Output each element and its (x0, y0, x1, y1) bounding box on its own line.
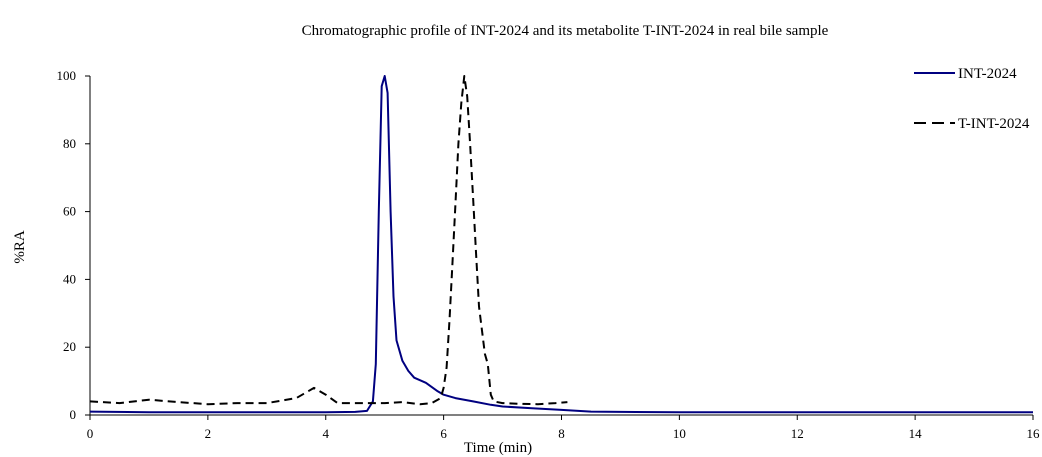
x-tick-label: 2 (205, 426, 212, 441)
y-tick-label: 20 (63, 339, 76, 354)
y-tick-label: 40 (63, 271, 76, 286)
series-line-int-2024 (89, 75, 1033, 414)
chart-title: Chromatographic profile of INT-2024 and … (302, 23, 829, 39)
series-layer (89, 75, 1033, 414)
x-tick-label: 10 (673, 426, 686, 441)
y-tick-label: 100 (57, 68, 77, 83)
x-axis-title: Time (min) (464, 440, 532, 456)
x-tick-label: 14 (909, 426, 923, 441)
y-tick-label: 80 (63, 136, 76, 151)
legend-label-int-2024: INT-2024 (958, 66, 1017, 82)
x-tick-label: 0 (87, 426, 94, 441)
legend-label-t-int-2024: T-INT-2024 (958, 116, 1030, 132)
y-tick-label: 0 (70, 407, 77, 422)
legend: INT-2024 T-INT-2024 (914, 66, 1030, 132)
x-tick-label: 4 (323, 426, 330, 441)
x-tick-label: 16 (1027, 426, 1041, 441)
series-line-t-int-2024 (89, 75, 568, 406)
x-tick-label: 8 (558, 426, 565, 441)
x-tick-label: 12 (791, 426, 804, 441)
x-tick-label: 6 (440, 426, 447, 441)
y-axis-title: %RA (12, 230, 28, 264)
y-tick-label: 60 (63, 204, 76, 219)
axes-layer: 0 20 40 60 80 100 0 2 4 6 8 10 12 14 16 (57, 68, 1041, 441)
